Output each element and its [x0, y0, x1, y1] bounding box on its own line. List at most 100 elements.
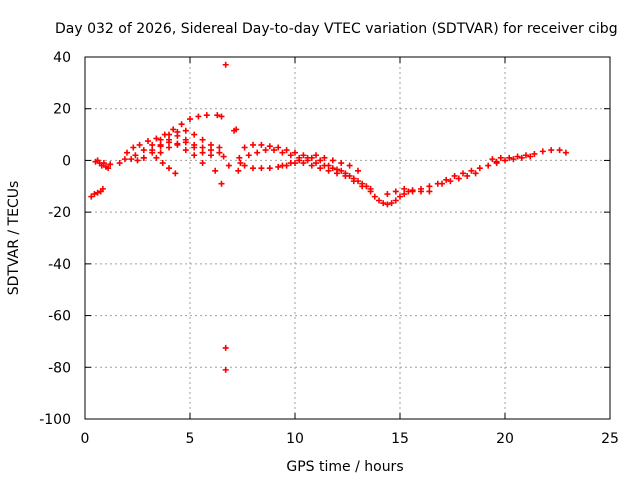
data-point	[216, 144, 223, 151]
grid	[85, 57, 610, 419]
data-point	[409, 188, 416, 195]
data-point	[518, 154, 525, 161]
data-point	[130, 144, 137, 151]
data-point	[464, 172, 471, 179]
data-point	[100, 160, 107, 167]
data-point	[174, 132, 181, 139]
x-tick-label: 15	[391, 431, 409, 447]
data-point	[222, 61, 229, 68]
data-point	[157, 136, 164, 143]
data-point	[182, 147, 189, 154]
data-point	[539, 148, 546, 155]
data-point	[451, 172, 458, 179]
data-point	[493, 158, 500, 165]
data-point	[321, 154, 328, 161]
data-point	[476, 165, 483, 172]
series-7	[153, 154, 179, 177]
series-17	[439, 170, 479, 187]
data-point	[88, 193, 95, 200]
data-point	[99, 185, 106, 192]
series-19	[493, 153, 534, 165]
data-point	[191, 152, 198, 159]
data-point	[350, 178, 357, 185]
data-point	[485, 162, 492, 169]
data-point	[304, 154, 311, 161]
data-point	[153, 154, 160, 161]
data-point	[140, 154, 147, 161]
data-points	[88, 61, 569, 373]
data-point	[236, 154, 243, 161]
data-point	[397, 193, 403, 200]
series-16	[409, 160, 500, 195]
data-point	[214, 112, 221, 119]
data-point	[121, 156, 128, 163]
x-tick-label: 20	[496, 431, 514, 447]
data-point	[279, 162, 286, 169]
data-point	[157, 141, 164, 148]
plot-frame	[84, 56, 611, 420]
data-point	[212, 167, 219, 174]
x-tick-label: 0	[81, 431, 90, 447]
series-18	[489, 147, 569, 163]
data-point	[216, 149, 223, 156]
data-point	[250, 141, 256, 148]
data-point	[317, 157, 324, 164]
y-tick-label: -20	[48, 205, 71, 221]
data-point	[266, 143, 273, 150]
data-point	[359, 183, 366, 190]
data-point	[468, 167, 475, 174]
data-point	[506, 154, 513, 161]
data-point	[174, 140, 181, 147]
data-point	[258, 141, 265, 148]
series-1	[92, 156, 128, 172]
data-point	[287, 152, 294, 159]
x-tick-label: 10	[286, 431, 304, 447]
data-point	[218, 180, 225, 187]
y-tick-label: -40	[48, 257, 71, 273]
data-point	[262, 147, 269, 154]
y-tick-label: 40	[53, 50, 71, 66]
data-point	[317, 165, 324, 172]
data-point	[182, 127, 189, 134]
data-point	[136, 141, 143, 148]
series-6	[157, 139, 227, 160]
data-point	[556, 147, 563, 154]
data-point	[178, 121, 185, 128]
data-point	[329, 157, 336, 164]
data-point	[497, 154, 504, 161]
data-point	[225, 162, 232, 169]
data-point	[388, 200, 395, 207]
data-point	[562, 149, 569, 156]
series-0	[88, 185, 106, 200]
data-point	[325, 167, 332, 174]
data-point	[195, 113, 202, 120]
data-point	[514, 153, 521, 160]
data-point	[241, 162, 248, 169]
axis-ticks: 0 5 10 15 20 25 -100 -80 -60 -40 -20 0 20 40	[39, 50, 619, 447]
x-tick-label: 5	[186, 431, 195, 447]
data-point	[107, 161, 114, 168]
data-point	[199, 144, 206, 151]
data-point	[460, 170, 466, 177]
series-14	[371, 188, 412, 208]
data-point	[426, 188, 433, 195]
data-point	[145, 138, 151, 145]
data-point	[355, 167, 361, 174]
data-point	[182, 139, 189, 146]
data-point	[266, 165, 273, 172]
data-point	[334, 170, 340, 177]
data-point	[105, 165, 112, 172]
y-axis-label: SDTVAR / TECUs	[6, 181, 22, 296]
data-point	[166, 144, 172, 151]
data-point	[384, 201, 391, 208]
data-point	[279, 149, 286, 156]
data-point	[166, 165, 172, 172]
data-point	[172, 170, 179, 177]
data-point	[338, 167, 345, 174]
data-point	[116, 160, 123, 167]
data-point	[258, 165, 265, 172]
data-point	[275, 144, 282, 151]
data-point	[91, 191, 98, 198]
data-point	[199, 149, 206, 156]
